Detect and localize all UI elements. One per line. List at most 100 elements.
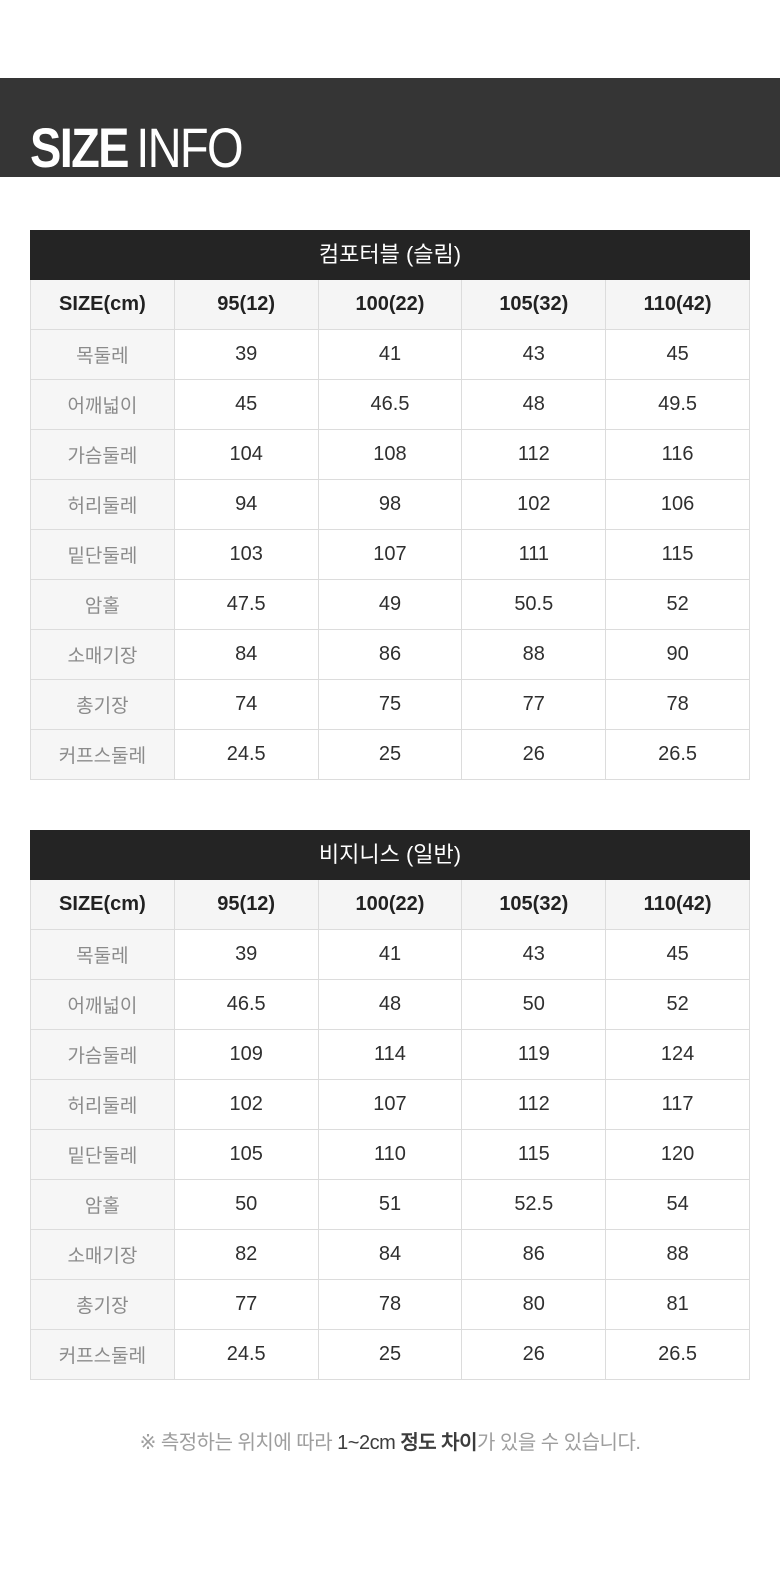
measurement-value-cell: 88 (605, 1229, 750, 1280)
size-column-header: 110(42) (605, 880, 750, 930)
size-column-header: 105(32) (461, 280, 607, 330)
measurement-value-cell: 41 (317, 929, 463, 980)
page-title: SIZE INFO (30, 120, 244, 177)
measurement-value-cell: 84 (173, 629, 319, 680)
measurement-value-cell: 105 (173, 1129, 319, 1180)
measurement-label-cell: 밑단둘레 (30, 1129, 175, 1180)
table-row: 어깨넓이 45 46.5 48 49.5 (30, 379, 750, 430)
size-column-header: 95(12) (173, 880, 319, 930)
measurement-value-cell: 112 (461, 1079, 607, 1130)
table-row: 소매기장 84 86 88 90 (30, 629, 750, 680)
table-row: 소매기장 82 84 86 88 (30, 1229, 750, 1280)
measurement-value-cell: 107 (317, 529, 463, 580)
measurement-value-cell: 78 (605, 679, 750, 730)
measurement-value-cell: 86 (317, 629, 463, 680)
measurement-value-cell: 41 (317, 329, 463, 380)
measurement-value-cell: 26.5 (605, 1329, 750, 1380)
measurement-value-cell: 119 (461, 1029, 607, 1080)
measurement-value-cell: 48 (317, 979, 463, 1030)
measurement-value-cell: 43 (461, 329, 607, 380)
measurement-value-cell: 80 (461, 1279, 607, 1330)
header-row: SIZE(cm) 95(12) 100(22) 105(32) 110(42) (30, 880, 750, 930)
measurement-label-cell: 총기장 (30, 679, 175, 730)
disclaimer-prefix: ※ 측정하는 위치에 따라 (139, 1432, 338, 1454)
measurement-value-cell: 26 (461, 1329, 607, 1380)
table-row: 커프스둘레 24.5 25 26 26.5 (30, 1329, 750, 1380)
size-column-header: 95(12) (173, 280, 319, 330)
measurement-value-cell: 124 (605, 1029, 750, 1080)
measurement-value-cell: 111 (461, 529, 607, 580)
measurement-value-cell: 45 (605, 329, 750, 380)
size-table-comfortable-slim: SIZE(cm) 95(12) 100(22) 105(32) 110(42) 목둘레 39… (30, 280, 750, 780)
measurement-value-cell: 52 (605, 979, 750, 1030)
measurement-value-cell: 52 (605, 579, 750, 630)
size-column-header: 105(32) (461, 880, 607, 930)
table-row: 커프스둘레 24.5 25 26 26.5 (30, 729, 750, 780)
size-unit-header: SIZE(cm) (30, 880, 175, 930)
measurement-value-cell: 26 (461, 729, 607, 780)
measurement-value-cell: 74 (173, 679, 319, 730)
table-row: 밑단둘레 105 110 115 120 (30, 1129, 750, 1180)
measurement-value-cell: 46.5 (317, 379, 463, 430)
table-title: 비지니스 (일반) (30, 830, 750, 880)
measurement-value-cell: 39 (173, 929, 319, 980)
measurement-value-cell: 84 (317, 1229, 463, 1280)
table-row: 총기장 74 75 77 78 (30, 679, 750, 730)
measurement-label-cell: 가슴둘레 (30, 429, 175, 480)
measurement-label-cell: 커프스둘레 (30, 1329, 175, 1380)
measurement-value-cell: 117 (605, 1079, 750, 1130)
measurement-value-cell: 24.5 (173, 1329, 319, 1380)
measurement-value-cell: 120 (605, 1129, 750, 1180)
size-table-business-regular: SIZE(cm) 95(12) 100(22) 105(32) 110(42) 목둘레 39… (30, 880, 750, 1380)
measurement-label-cell: 암홀 (30, 579, 175, 630)
measurement-value-cell: 94 (173, 479, 319, 530)
disclaimer-suffix: 가 있을 수 있습니다. (476, 1432, 641, 1454)
measurement-value-cell: 50 (461, 979, 607, 1030)
measurement-label-cell: 어깨넓이 (30, 379, 175, 430)
size-column-header: 110(42) (605, 280, 750, 330)
measurement-label-cell: 소매기장 (30, 629, 175, 680)
measurement-value-cell: 81 (605, 1279, 750, 1330)
measurement-value-cell: 115 (605, 529, 750, 580)
measurement-label-cell: 허리둘레 (30, 479, 175, 530)
measurement-value-cell: 102 (173, 1079, 319, 1130)
measurement-label-cell: 커프스둘레 (30, 729, 175, 780)
measurement-value-cell: 47.5 (173, 579, 319, 630)
measurement-value-cell: 103 (173, 529, 319, 580)
table-row: 총기장 77 78 80 81 (30, 1279, 750, 1330)
measurement-value-cell: 98 (317, 479, 463, 530)
measurement-value-cell: 51 (317, 1179, 463, 1230)
measurement-value-cell: 45 (173, 379, 319, 430)
size-column-header: 100(22) (317, 880, 463, 930)
measurement-value-cell: 54 (605, 1179, 750, 1230)
measurement-value-cell: 46.5 (173, 979, 319, 1030)
size-unit-header: SIZE(cm) (30, 280, 175, 330)
measurement-value-cell: 112 (461, 429, 607, 480)
disclaimer-emphasis: 정도 차이 (400, 1432, 477, 1454)
measurement-value-cell: 77 (461, 679, 607, 730)
table-row: 목둘레 39 41 43 45 (30, 329, 750, 380)
table-row: 목둘레 39 41 43 45 (30, 929, 750, 980)
table-row: 가슴둘레 104 108 112 116 (30, 429, 750, 480)
measurement-value-cell: 50 (173, 1179, 319, 1230)
measurement-label-cell: 암홀 (30, 1179, 175, 1230)
measurement-value-cell: 88 (461, 629, 607, 680)
measurement-label-cell: 어깨넓이 (30, 979, 175, 1030)
header-row: SIZE(cm) 95(12) 100(22) 105(32) 110(42) (30, 280, 750, 330)
measurement-value-cell: 39 (173, 329, 319, 380)
table-row: 어깨넓이 46.5 48 50 52 (30, 979, 750, 1030)
measurement-label-cell: 목둘레 (30, 329, 175, 380)
measurement-value-cell: 50.5 (461, 579, 607, 630)
page-title-light: INFO (136, 116, 243, 177)
measurement-value-cell: 26.5 (605, 729, 750, 780)
measurement-disclaimer: ※ 측정하는 위치에 따라 1~2cm 정도 차이가 있을 수 있습니다. (0, 1426, 780, 1455)
measurement-value-cell: 115 (461, 1129, 607, 1180)
measurement-value-cell: 75 (317, 679, 463, 730)
measurement-label-cell: 소매기장 (30, 1229, 175, 1280)
measurement-value-cell: 109 (173, 1029, 319, 1080)
table-block-business-regular: 비지니스 (일반) SIZE(cm) 95(12) 100(22) 105(32) 11… (30, 830, 750, 1380)
table-row: 허리둘레 102 107 112 117 (30, 1079, 750, 1130)
table-row: 밑단둘레 103 107 111 115 (30, 529, 750, 580)
measurement-value-cell: 77 (173, 1279, 319, 1330)
measurement-label-cell: 밑단둘레 (30, 529, 175, 580)
